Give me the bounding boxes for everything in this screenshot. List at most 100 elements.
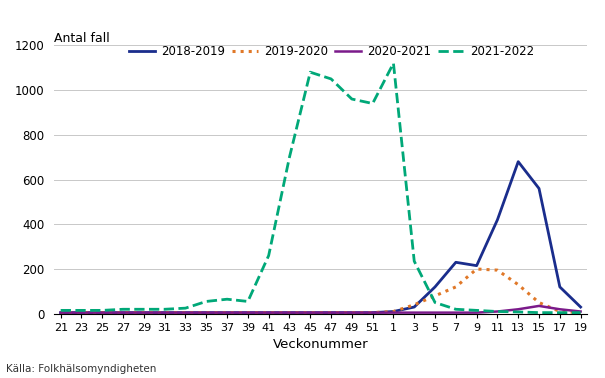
2019-2020	[473, 267, 480, 271]
2021-2022	[265, 253, 272, 258]
2021-2022	[140, 307, 148, 311]
2020-2021	[431, 310, 439, 315]
2021-2022	[223, 297, 231, 302]
2021-2022	[515, 310, 522, 314]
2019-2020	[452, 285, 459, 289]
2018-2019	[577, 305, 584, 309]
2019-2020	[265, 310, 272, 315]
2019-2020	[577, 310, 584, 315]
2020-2021	[223, 310, 231, 315]
Text: Källa: Folkhälsomyndigheten: Källa: Folkhälsomyndigheten	[6, 364, 157, 374]
2018-2019	[119, 310, 126, 315]
2021-2022	[411, 259, 418, 263]
X-axis label: Veckonummer: Veckonummer	[273, 338, 368, 351]
2019-2020	[244, 310, 252, 315]
2021-2022	[78, 308, 85, 313]
2019-2020	[223, 310, 231, 315]
2019-2020	[535, 300, 543, 305]
2020-2021	[535, 304, 543, 308]
2021-2022	[99, 308, 106, 313]
2018-2019	[140, 310, 148, 315]
2019-2020	[182, 310, 189, 315]
2020-2021	[494, 309, 501, 314]
2019-2020	[307, 310, 314, 315]
2021-2022	[577, 310, 584, 315]
2018-2019	[223, 310, 231, 315]
2019-2020	[140, 310, 148, 315]
2019-2020	[411, 302, 418, 307]
2018-2019	[348, 310, 356, 315]
2019-2020	[203, 310, 210, 315]
2018-2019	[494, 217, 501, 222]
2019-2020	[348, 310, 356, 315]
2020-2021	[307, 310, 314, 315]
2020-2021	[265, 310, 272, 315]
2018-2019	[265, 310, 272, 315]
2020-2021	[390, 310, 397, 315]
Legend: 2018-2019, 2019-2020, 2020-2021, 2021-2022: 2018-2019, 2019-2020, 2020-2021, 2021-20…	[129, 45, 534, 58]
2019-2020	[556, 309, 563, 314]
2018-2019	[244, 310, 252, 315]
2018-2019	[369, 310, 376, 315]
2021-2022	[57, 308, 64, 313]
2020-2021	[57, 310, 64, 315]
2021-2022	[348, 97, 356, 101]
2019-2020	[515, 282, 522, 287]
2021-2022	[390, 61, 397, 65]
2021-2022	[556, 310, 563, 315]
2019-2020	[369, 310, 376, 315]
2020-2021	[327, 310, 335, 315]
2020-2021	[203, 310, 210, 315]
2018-2019	[78, 310, 85, 315]
2020-2021	[244, 310, 252, 315]
2021-2022	[182, 306, 189, 310]
2018-2019	[307, 310, 314, 315]
2021-2022	[203, 299, 210, 304]
2018-2019	[203, 310, 210, 315]
2018-2019	[431, 285, 439, 289]
2020-2021	[411, 310, 418, 315]
2020-2021	[577, 309, 584, 314]
2018-2019	[182, 310, 189, 315]
Line: 2021-2022: 2021-2022	[60, 63, 581, 313]
2018-2019	[535, 186, 543, 191]
2020-2021	[78, 310, 85, 315]
2020-2021	[119, 310, 126, 315]
2019-2020	[494, 268, 501, 273]
2021-2022	[244, 299, 252, 304]
2019-2020	[78, 310, 85, 315]
2020-2021	[348, 310, 356, 315]
2021-2022	[369, 101, 376, 106]
2019-2020	[119, 310, 126, 315]
2021-2022	[286, 155, 293, 160]
2019-2020	[390, 309, 397, 314]
2020-2021	[369, 310, 376, 315]
2020-2021	[99, 310, 106, 315]
2018-2019	[556, 285, 563, 289]
2018-2019	[286, 310, 293, 315]
2021-2022	[431, 300, 439, 305]
2018-2019	[99, 310, 106, 315]
2021-2022	[307, 70, 314, 74]
Line: 2018-2019: 2018-2019	[60, 162, 581, 313]
2021-2022	[119, 307, 126, 311]
2018-2019	[161, 310, 168, 315]
2018-2019	[390, 309, 397, 314]
2020-2021	[140, 310, 148, 315]
2021-2022	[327, 77, 335, 81]
Text: Antal fall: Antal fall	[54, 33, 110, 45]
2020-2021	[161, 310, 168, 315]
2020-2021	[515, 307, 522, 311]
2021-2022	[473, 308, 480, 313]
2018-2019	[473, 263, 480, 268]
2020-2021	[286, 310, 293, 315]
2019-2020	[327, 310, 335, 315]
2019-2020	[431, 294, 439, 298]
2020-2021	[473, 310, 480, 315]
2020-2021	[452, 310, 459, 315]
2018-2019	[327, 310, 335, 315]
2019-2020	[161, 310, 168, 315]
2018-2019	[452, 260, 459, 265]
2018-2019	[57, 310, 64, 315]
2021-2022	[535, 310, 543, 315]
